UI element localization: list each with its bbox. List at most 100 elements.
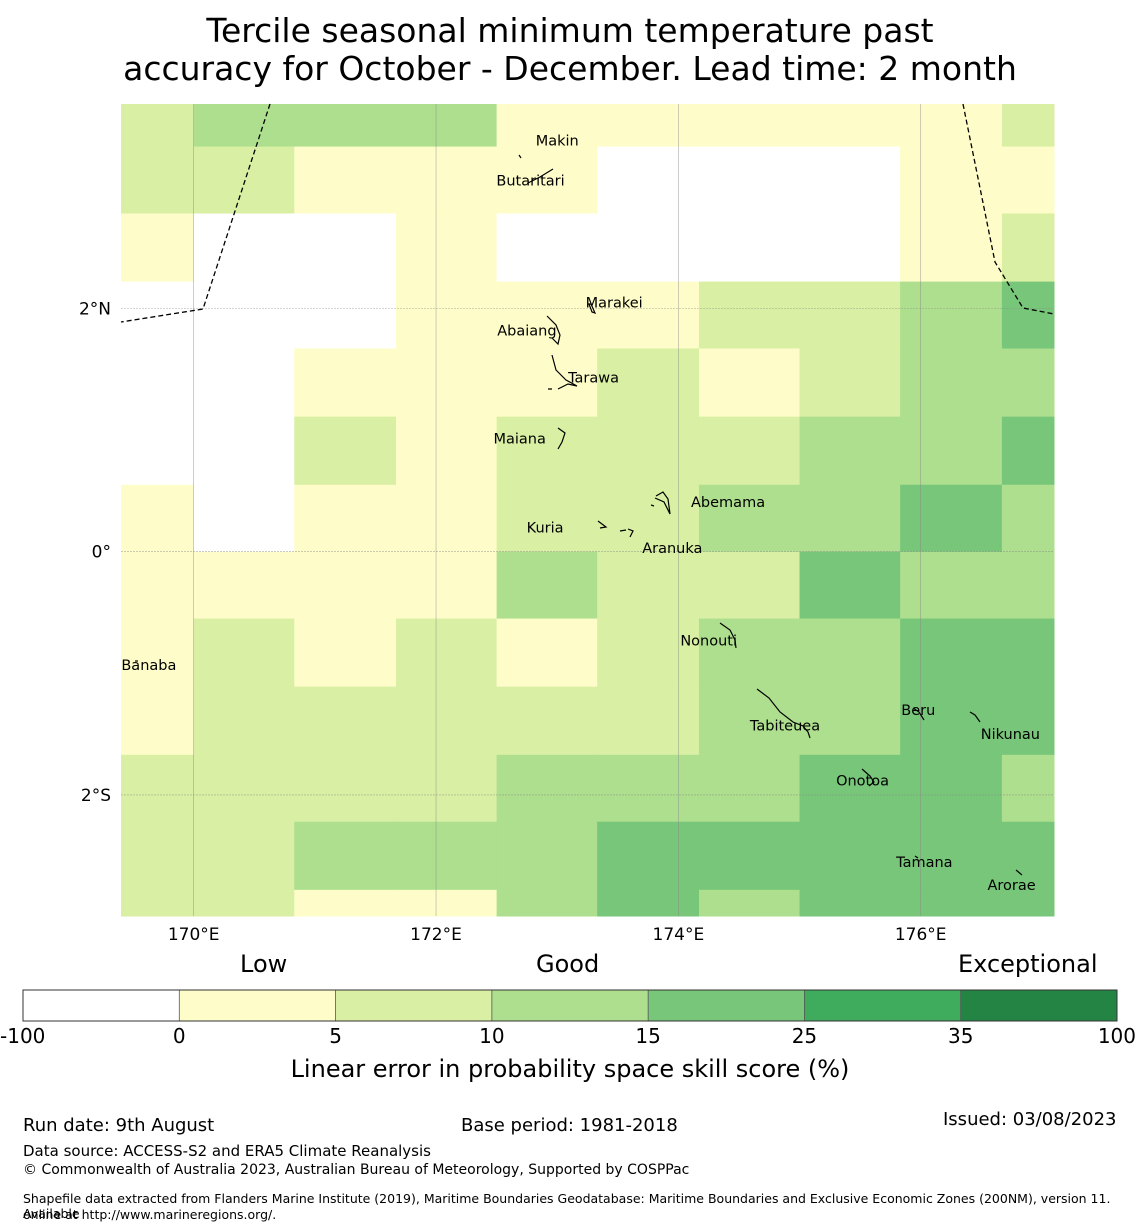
lon-tick-label: 172°E (410, 925, 462, 945)
place-label: Beru (901, 703, 935, 719)
grid-cell (799, 104, 901, 148)
grid-cell (1001, 146, 1055, 214)
grid-cell (496, 348, 598, 418)
grid-cell (1001, 281, 1055, 350)
grid-cell (121, 889, 195, 917)
colorbar-frame (22, 989, 1118, 1022)
grid-cell (597, 889, 700, 917)
grid-cell (799, 754, 901, 823)
grid-cell (193, 618, 295, 688)
lat-tick-label: 2°N (79, 299, 111, 319)
island-tarawa (548, 354, 578, 390)
colorbar-segment (335, 990, 492, 1021)
shapefile-credit-line2: online at http://www.marineregions.org/. (23, 1207, 277, 1222)
category-label-exceptional: Exceptional (958, 950, 1098, 978)
grid-cell (900, 618, 1003, 688)
grid-cell (1001, 213, 1055, 283)
island-tabiteuea (756, 688, 811, 739)
lon-tick-label: 176°E (895, 925, 947, 945)
grid-cell (396, 551, 498, 620)
grid-cell (799, 618, 901, 688)
grid-cell (496, 821, 598, 891)
grid-cell (294, 281, 397, 350)
graticule (121, 104, 1054, 916)
lat-tick-label: 2°S (81, 786, 111, 806)
grid-cell (121, 416, 195, 486)
grid-cell (294, 686, 397, 756)
island-beru (912, 707, 925, 721)
lon-tick-label: 170°E (168, 925, 220, 945)
grid-cell (193, 551, 295, 620)
island-marakei (588, 303, 597, 314)
grid-cell (193, 104, 295, 148)
run-date: Run date: 9th August (23, 1115, 215, 1136)
grid-cell (193, 281, 295, 350)
grid-cell (496, 686, 598, 756)
grid-cell (1001, 104, 1055, 148)
grid-cell (121, 618, 195, 688)
grid-cell (396, 213, 498, 283)
grid-cell (496, 551, 598, 620)
colorbar-tick-label: 0 (172, 1024, 186, 1048)
colorbar-tick-label: 10 (479, 1024, 505, 1048)
grid-cell (294, 821, 397, 891)
colorbar-tick-label: 15 (635, 1024, 661, 1048)
place-label: Makin (536, 133, 579, 149)
colorbar (22, 989, 1118, 1022)
grid-cell (799, 348, 901, 418)
colorbar-tick-label: 35 (947, 1024, 974, 1048)
grid-cell (396, 754, 498, 823)
grid-cell (193, 213, 295, 283)
colorbar-segment (648, 990, 805, 1021)
grid-cell (496, 146, 598, 214)
grid-cell (193, 821, 295, 891)
grid-cell (294, 551, 397, 620)
grid-cell (294, 104, 397, 148)
grid-cell (900, 889, 1003, 917)
place-label: Kuria (527, 520, 564, 536)
grid-cell (121, 213, 195, 283)
grid-cell (396, 686, 498, 756)
grid-cell (698, 686, 801, 756)
place-label: Maiana (493, 432, 545, 448)
grid-cell (698, 821, 801, 891)
grid-cell (900, 146, 1003, 214)
grid-cell (799, 213, 901, 283)
grid-cell (396, 104, 498, 148)
grid-cell (900, 348, 1003, 418)
grid-cell (698, 551, 801, 620)
copyright: © Commonwealth of Australia 2023, Austra… (23, 1162, 690, 1178)
grid-cell (597, 146, 700, 214)
grid-cell (396, 618, 498, 688)
grid-cell (698, 416, 801, 486)
eez-boundaries (120, 103, 1055, 323)
grid-cell (496, 281, 598, 350)
colorbar-segment (23, 990, 180, 1021)
lat-tick-label: 0° (92, 543, 111, 563)
grid-cell (396, 821, 498, 891)
island-makin (518, 154, 522, 159)
grid-cell (597, 821, 700, 891)
grid-cell (1001, 686, 1055, 756)
grid-cell (121, 821, 195, 891)
grid-cell (900, 821, 1003, 891)
grid-cell (294, 416, 397, 486)
place-label: Aranuka (642, 541, 702, 557)
grid-cell (294, 889, 397, 917)
grid-cell (799, 281, 901, 350)
island-abemama (650, 491, 671, 515)
island-butaritari (527, 168, 554, 184)
place-label: Tabiteuea (749, 719, 820, 735)
grid-cell (900, 416, 1003, 486)
grid-cell (597, 416, 700, 486)
grid-cell (496, 416, 598, 486)
grid-cell (1001, 551, 1055, 620)
issued-date: Issued: 03/08/2023 (943, 1109, 1117, 1130)
grid-cell (193, 416, 295, 486)
place-label: Nonouti (680, 633, 737, 649)
grid-cell (121, 754, 195, 823)
grid-cell (900, 213, 1003, 283)
colorbar-tick-label: 5 (329, 1024, 342, 1048)
grid-cell (900, 104, 1003, 148)
